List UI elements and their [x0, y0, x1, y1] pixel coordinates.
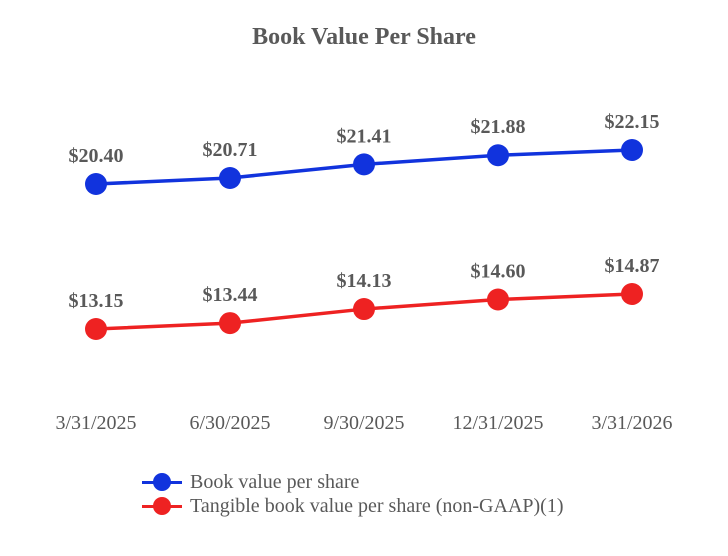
- data-label: $20.40: [69, 145, 124, 167]
- series-book-value: $20.40 $20.71 $21.41 $21.88 $22.15: [69, 111, 660, 195]
- legend: Book value per share Tangible book value…: [142, 470, 564, 518]
- data-label: $14.13: [337, 270, 392, 292]
- series-layer: $20.40 $20.71$21.41 $21.88 $22.15$13.15 $13.…: [69, 111, 660, 340]
- data-label: $13.15: [69, 290, 124, 312]
- data-point[interactable]: [353, 298, 375, 321]
- x-tick-label: 9/30/2025: [323, 412, 404, 434]
- data-label: $22.15: [605, 111, 660, 133]
- data-label: $21.88: [471, 116, 526, 138]
- x-tick-label: 3/31/2025: [55, 412, 136, 434]
- data-label: $14.60: [471, 260, 526, 282]
- legend-item-tangible-book-value[interactable]: Tangible book value per share (non-GAAP)…: [142, 494, 564, 518]
- data-point[interactable]: [219, 312, 241, 335]
- data-point[interactable]: [85, 173, 107, 195]
- series-tangible-book-value: $13.15 $13.44 $14.13 $14.60 $14.87: [69, 255, 660, 340]
- data-point[interactable]: [353, 153, 375, 176]
- legend-label: Book value per share: [190, 470, 360, 493]
- data-label: $20.71: [203, 139, 258, 161]
- data-point[interactable]: [487, 288, 509, 311]
- x-tick-label: 6/30/2025: [189, 412, 270, 434]
- chart-title: Book Value Per Share: [252, 24, 476, 50]
- data-point[interactable]: [219, 166, 241, 189]
- data-point[interactable]: [621, 139, 643, 161]
- x-axis: 3/31/2025 6/30/2025 9/30/2025 12/31/2025 3/3…: [55, 412, 672, 434]
- data-label: $21.41: [337, 125, 392, 147]
- data-label: $14.87: [605, 255, 660, 277]
- legend-label: Tangible book value per share (non-GAAP)…: [190, 494, 564, 517]
- data-point[interactable]: [487, 144, 509, 167]
- data-point[interactable]: [621, 283, 643, 305]
- data-label: $13.44: [203, 284, 258, 306]
- legend-marker-icon: [142, 472, 182, 492]
- x-tick-label: 12/31/2025: [452, 412, 543, 434]
- data-point[interactable]: [85, 318, 107, 340]
- legend-item-book-value[interactable]: Book value per share: [142, 470, 564, 494]
- legend-marker-icon: [142, 496, 182, 516]
- x-tick-label: 3/31/2026: [591, 412, 672, 434]
